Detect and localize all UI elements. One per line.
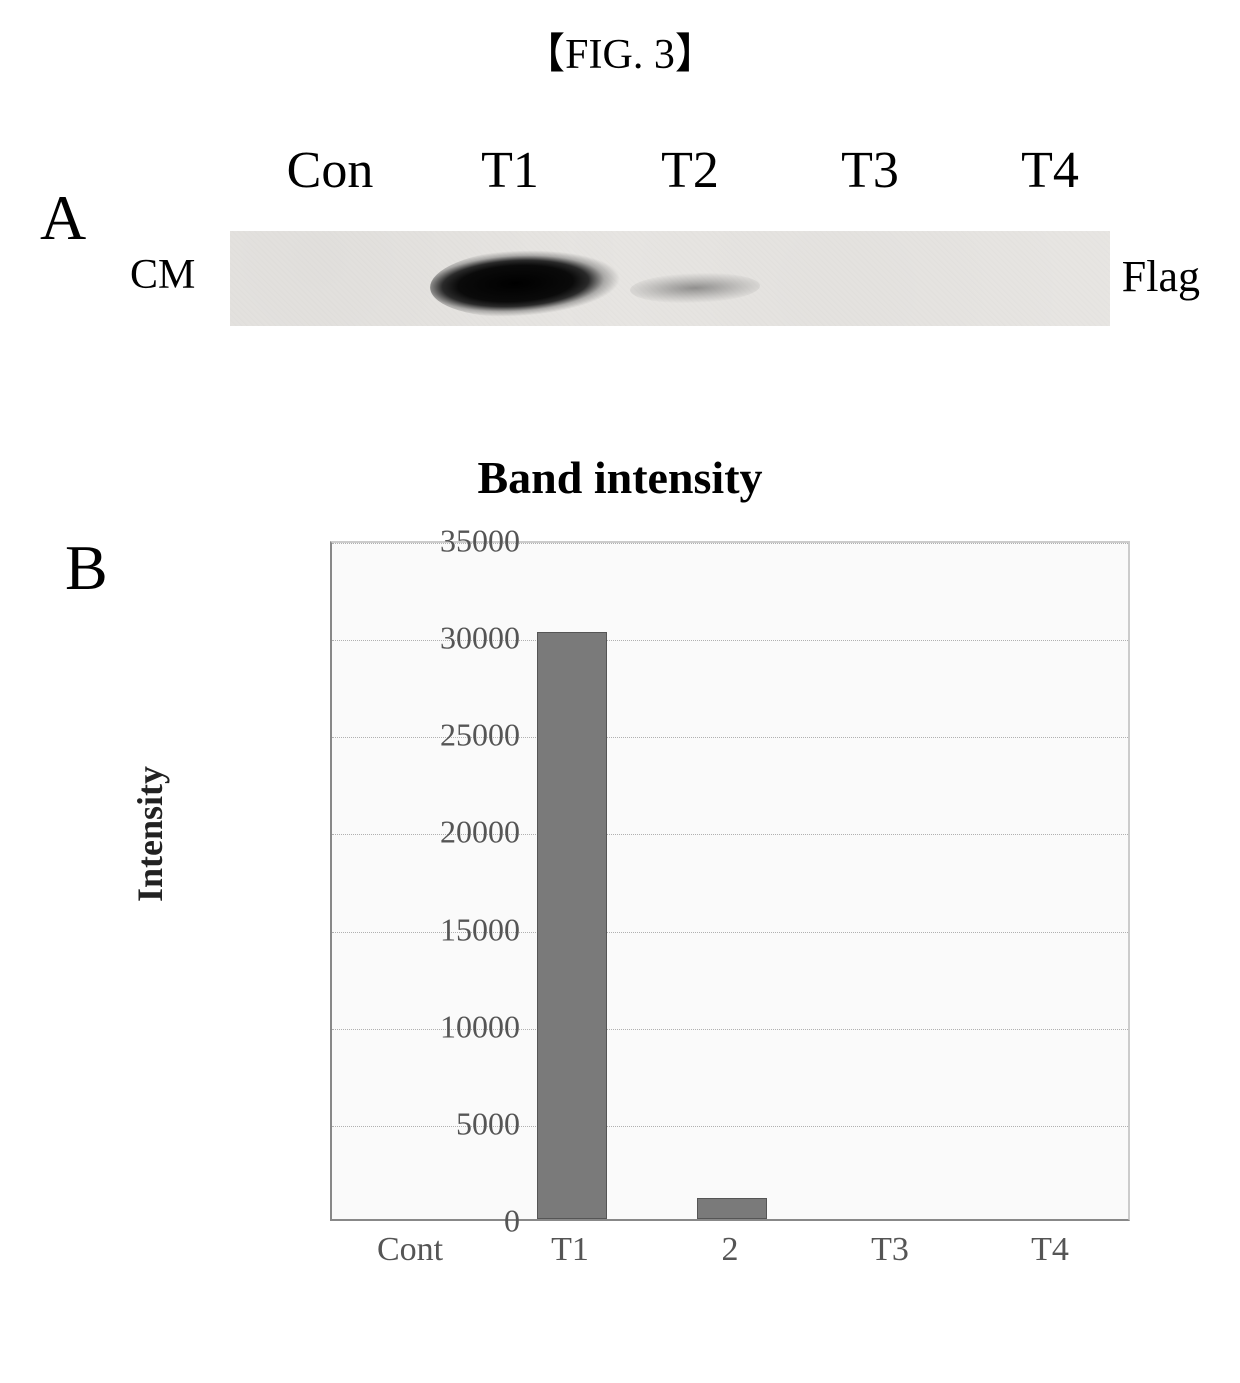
bar	[697, 1198, 767, 1219]
ytick-label: 25000	[400, 717, 520, 754]
blot-row-label: CM	[130, 251, 195, 299]
ytick-label: 35000	[400, 523, 520, 560]
ytick-label: 20000	[400, 814, 520, 851]
panel-a-label: A	[40, 181, 86, 255]
ytick-label: 30000	[400, 620, 520, 657]
ytick-label: 5000	[400, 1105, 520, 1142]
lane-label: Con	[275, 141, 385, 200]
xtick-label: Cont	[350, 1231, 470, 1269]
lane-label: T4	[995, 141, 1105, 200]
figure-title: 【FIG. 3】	[0, 0, 1240, 81]
bar	[537, 632, 607, 1219]
blot-band-t1	[428, 244, 621, 322]
lane-label: T2	[635, 141, 745, 200]
lane-label: T1	[455, 141, 565, 200]
blot-lane-labels: Con T1 T2 T3 T4	[275, 141, 1105, 200]
chart-title: Band intensity	[0, 451, 1240, 504]
ytick-label: 15000	[400, 911, 520, 948]
blot-band-t2	[630, 271, 761, 306]
panel-a: A Con T1 T2 T3 T4 CM Flag	[0, 121, 1240, 361]
panel-b: B Band intensity Intensity 0500010000150…	[0, 481, 1240, 1381]
xtick-label: T3	[830, 1231, 950, 1269]
panel-b-label: B	[65, 531, 108, 605]
western-blot-strip	[230, 231, 1110, 326]
xtick-label: T4	[990, 1231, 1110, 1269]
bar-chart: Intensity 050001000015000200002500030000…	[160, 531, 1160, 1351]
ytick-label: 10000	[400, 1008, 520, 1045]
xtick-label: 2	[670, 1231, 790, 1269]
xtick-label: T1	[510, 1231, 630, 1269]
antibody-label: Flag	[1122, 251, 1200, 302]
lane-label: T3	[815, 141, 925, 200]
y-axis-label: Intensity	[129, 766, 171, 902]
